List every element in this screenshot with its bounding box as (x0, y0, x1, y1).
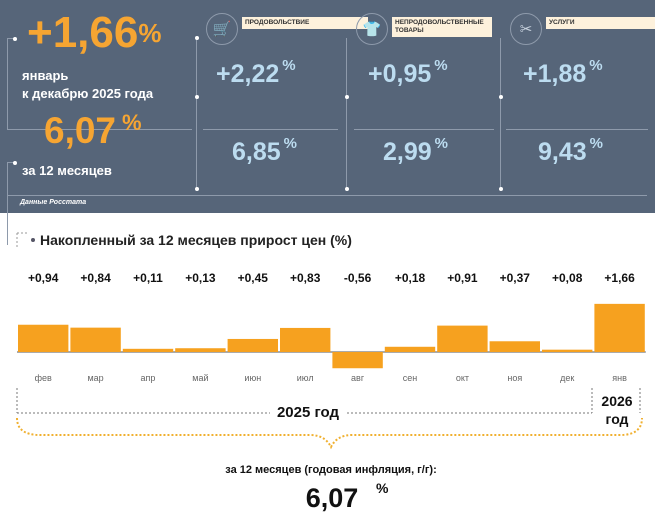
bar-авг (332, 352, 383, 369)
bar-фев (18, 324, 69, 352)
services-monthly: +1,88% (523, 57, 603, 88)
month-label: мар (87, 373, 103, 383)
source-note: Данные Росстата (20, 199, 87, 206)
value-label: +0,08 (552, 271, 583, 285)
value-label: +0,18 (395, 271, 426, 285)
value-label: +0,11 (133, 271, 163, 285)
month-label: май (192, 373, 208, 383)
year-2026-label-2: год (606, 411, 629, 427)
bar-окт (437, 325, 488, 352)
value-label: +0,45 (238, 271, 269, 285)
food-annual: 6,85% (232, 135, 298, 166)
services-annual: 9,43% (538, 135, 604, 166)
value-label: -0,56 (344, 271, 372, 285)
annual-caption: за 12 месяцев (22, 163, 112, 178)
month-label: ноя (507, 373, 522, 383)
value-label: +0,94 (28, 271, 59, 285)
category-food: 🛒 ПРОДОВОЛЬСТВИЕ (206, 13, 368, 45)
monthly-inflation-chart: Накопленный за 12 месяцев прирост цен (%… (16, 232, 646, 513)
value-label: +0,83 (290, 271, 321, 285)
value-label: +0,13 (185, 271, 216, 285)
value-label: +0,91 (447, 271, 478, 285)
bar-сен (384, 346, 436, 352)
month-label: янв (612, 373, 627, 383)
bar-янв (594, 303, 645, 352)
category-nonfood: 👕 НЕПРОДОВОЛЬСТВЕННЫЕ ТОВАРЫ (356, 13, 492, 45)
year-2025-label: 2025 год (277, 404, 340, 421)
annual-percent: % (376, 480, 389, 496)
bar-ноя (489, 341, 540, 352)
annual-caption: за 12 месяцев (годовая инфляция, г/г): (225, 464, 436, 476)
category-services: ✂ УСЛУГИ (510, 13, 655, 45)
month-label: фев (35, 373, 52, 383)
value-label: +1,66 (604, 271, 635, 285)
food-monthly: +2,22% (216, 57, 296, 88)
month-label: апр (141, 373, 156, 383)
bar-июн (227, 338, 278, 352)
scissors-icon: ✂ (510, 13, 542, 45)
year-2026-label: 2026 (601, 393, 632, 409)
summary-panel: +1,66% январь к декабрю 2025 года 6,07% з… (0, 0, 655, 245)
monthly-caption: январь к декабрю 2025 года (22, 68, 154, 101)
annual-inflation-value: 6,07% (44, 110, 142, 151)
bar-май (175, 348, 226, 352)
nonfood-annual: 2,99% (383, 135, 449, 166)
clothing-icon: 👕 (356, 13, 388, 45)
annual-value: 6,07 (306, 483, 359, 513)
month-label: авг (351, 373, 365, 383)
bar-апр (122, 348, 174, 352)
monthly-inflation-value: +1,66% (27, 8, 162, 57)
month-label: окт (456, 373, 469, 383)
shopping-cart-icon: 🛒 (206, 13, 238, 45)
month-label: июл (297, 373, 314, 383)
bar-дек (542, 349, 593, 352)
chart-title: Накопленный за 12 месяцев прирост цен (%… (40, 232, 352, 248)
month-label: дек (560, 373, 574, 383)
bar-мар (70, 327, 121, 352)
nonfood-monthly: +0,95% (368, 57, 448, 88)
bar-июл (280, 327, 331, 352)
value-label: +0,37 (500, 271, 531, 285)
month-label: сен (403, 373, 418, 383)
value-label: +0,84 (80, 271, 111, 285)
month-label: июн (244, 373, 261, 383)
brace (16, 417, 643, 450)
